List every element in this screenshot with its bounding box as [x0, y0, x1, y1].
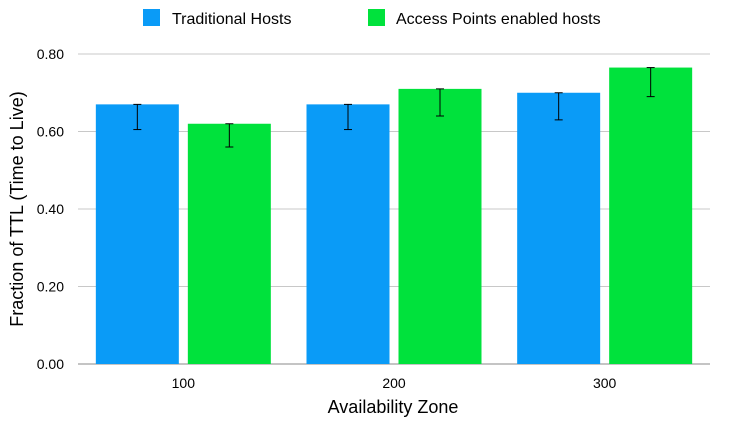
x-tick-labels: 100 200 300: [172, 375, 617, 391]
x-tick-label: 200: [382, 375, 406, 391]
bar-traditional-300: [517, 92, 601, 364]
error-bar: [344, 103, 352, 131]
gridlines: [78, 53, 710, 365]
bars: [95, 67, 693, 364]
legend: Traditional Hosts Access Points enabled …: [143, 9, 601, 28]
x-tick-label: 300: [593, 375, 617, 391]
error-bar: [436, 88, 444, 117]
error-bar: [646, 67, 655, 98]
bar-traditional-100: [95, 104, 179, 364]
legend-label-access-points: Access Points enabled hosts: [396, 11, 601, 28]
bar-access-points-100: [187, 123, 271, 364]
y-tick-label: 0.60: [37, 124, 64, 140]
error-bars: [133, 67, 655, 148]
bar-access-points-200: [398, 88, 482, 364]
y-axis-title: Fraction of TTL (Time to Live): [7, 91, 27, 326]
y-tick-labels: 0.00 0.20 0.40 0.60 0.80: [37, 46, 64, 372]
x-axis-title: Availability Zone: [328, 397, 459, 417]
y-tick-label: 0.80: [37, 46, 64, 62]
bar-access-points-300: [609, 67, 693, 364]
error-bar: [133, 103, 142, 131]
legend-swatch-traditional-hosts: [143, 9, 160, 26]
y-tick-label: 0.20: [37, 279, 64, 295]
legend-label-traditional-hosts: Traditional Hosts: [172, 11, 291, 28]
legend-swatch-access-points: [368, 9, 385, 26]
x-tick-label: 100: [172, 375, 196, 391]
y-tick-label: 0.00: [37, 356, 64, 372]
y-tick-label: 0.40: [37, 201, 64, 217]
error-bar: [554, 92, 563, 121]
error-bar: [225, 123, 234, 148]
bar-traditional-200: [306, 104, 390, 364]
